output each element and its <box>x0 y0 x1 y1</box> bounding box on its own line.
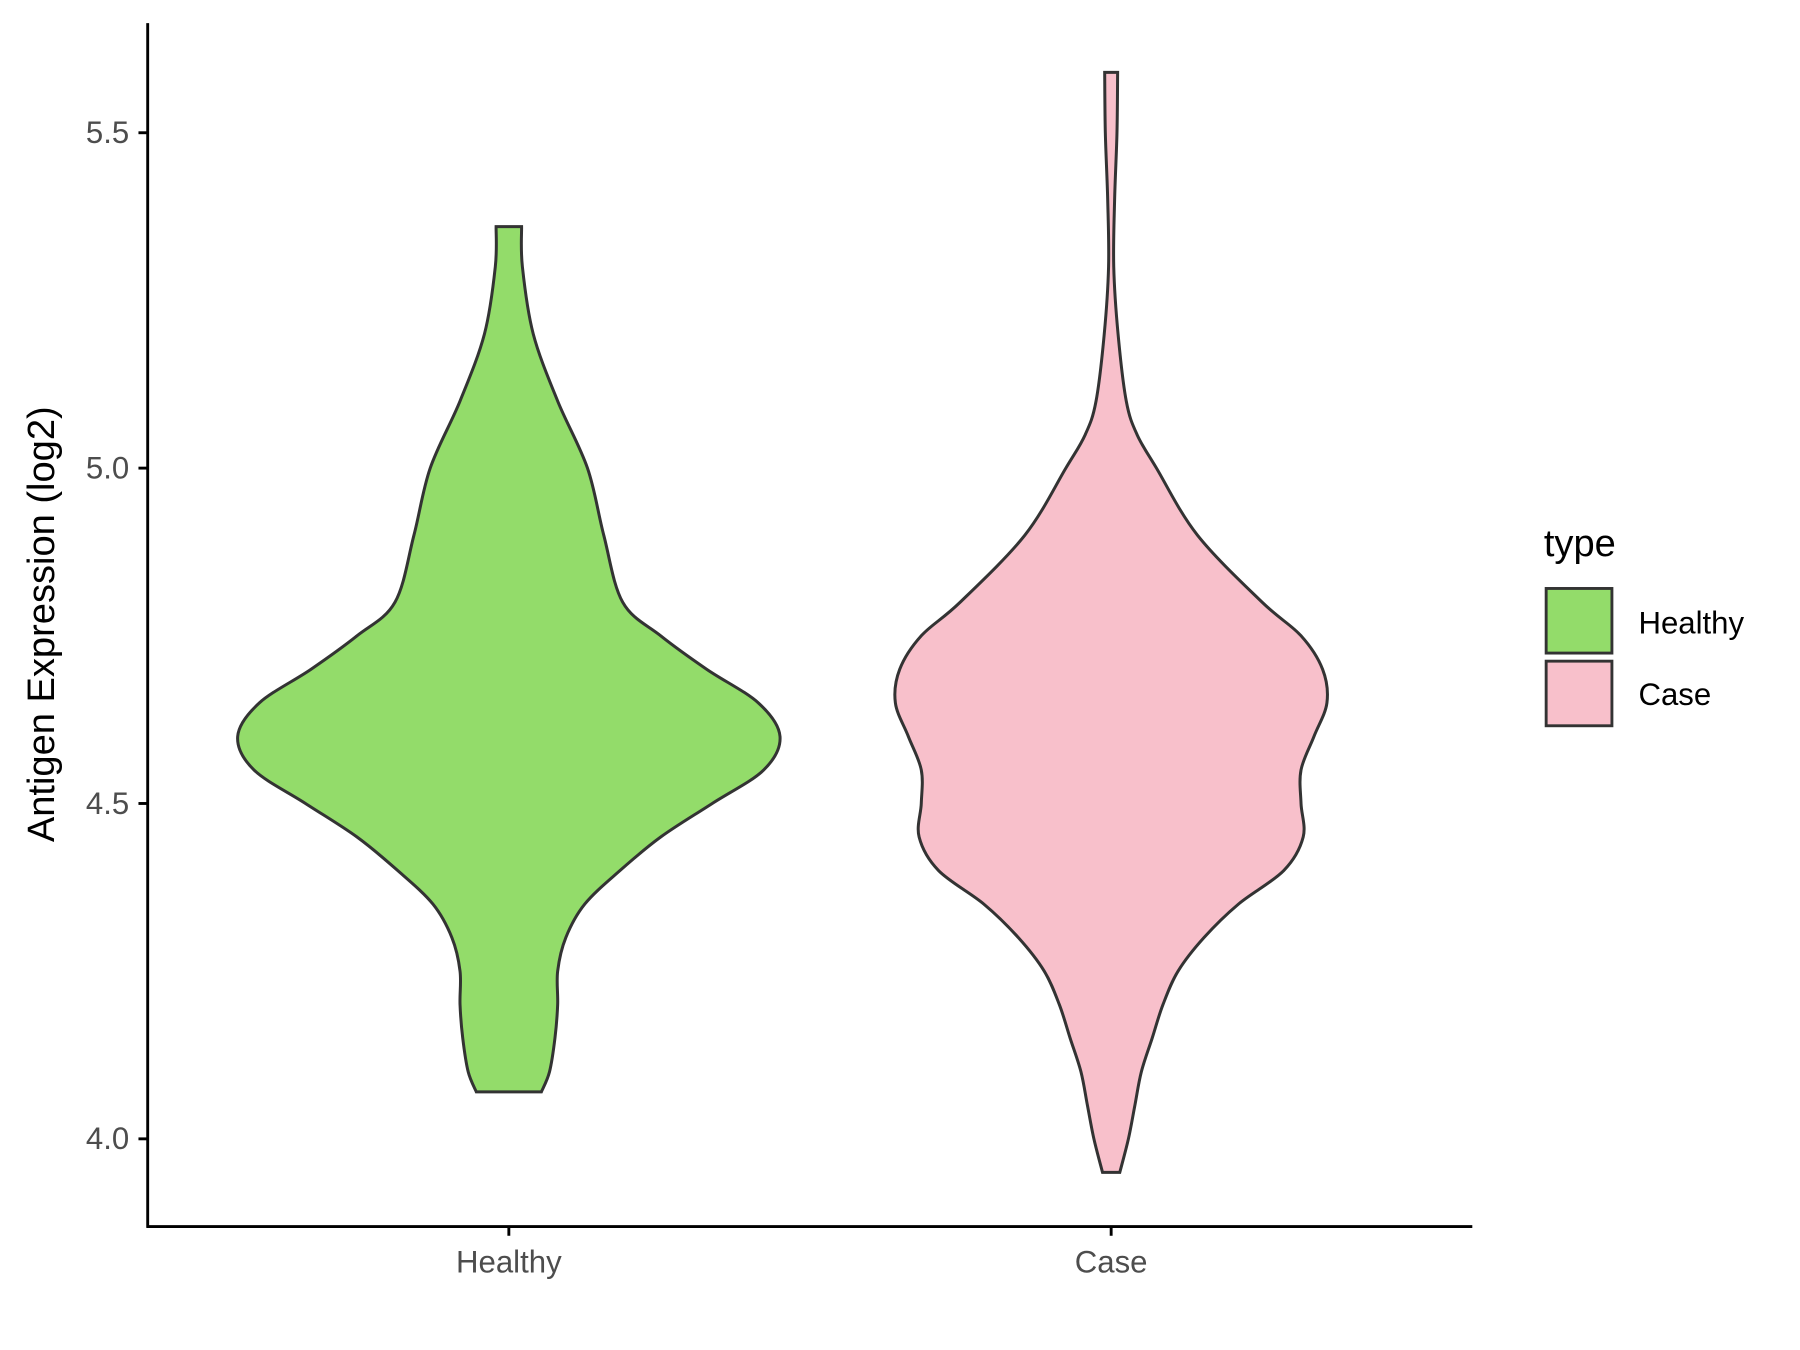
x-ticks: Healthy Case <box>456 1226 1148 1280</box>
y-tick-label: 4.0 <box>86 1121 129 1156</box>
violins <box>236 70 1329 1174</box>
violin-case <box>893 70 1329 1174</box>
legend-title: type <box>1544 523 1616 565</box>
y-tick-label: 4.5 <box>86 786 129 821</box>
violin-healthy <box>236 225 782 1094</box>
legend-key-case <box>1544 659 1614 728</box>
x-tick-label: Case <box>1075 1245 1148 1280</box>
y-tick-label: 5.0 <box>86 451 129 486</box>
legend-label-case: Case <box>1638 677 1711 712</box>
y-ticks: 4.0 4.5 5.0 5.5 <box>86 115 148 1156</box>
y-tick-label: 5.5 <box>86 115 129 150</box>
y-axis-label: Antigen Expression (log2) <box>21 406 63 842</box>
x-tick-label: Healthy <box>456 1245 562 1280</box>
legend-key-healthy <box>1544 587 1614 655</box>
legend: type Healthy Case <box>1544 523 1744 728</box>
legend-label-healthy: Healthy <box>1638 605 1744 640</box>
